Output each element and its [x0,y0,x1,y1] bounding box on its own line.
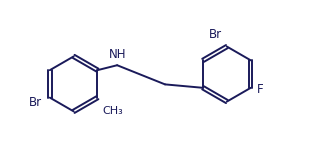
Text: NH: NH [109,48,126,61]
Text: CH₃: CH₃ [103,105,123,115]
Text: Br: Br [29,96,42,109]
Text: F: F [257,83,263,96]
Text: Br: Br [209,28,222,41]
